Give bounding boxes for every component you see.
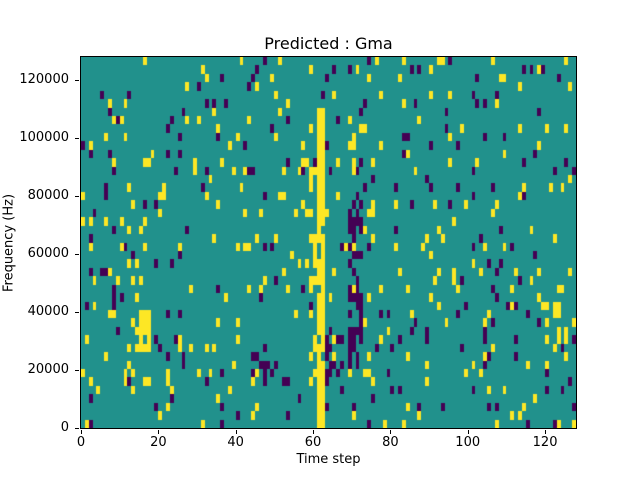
x-tick-mark bbox=[545, 430, 547, 434]
y-tick-label: 80000 bbox=[27, 188, 69, 204]
y-axis-label: Frequency (Hz) bbox=[1, 193, 17, 292]
x-tick-mark bbox=[313, 430, 315, 434]
x-tick-label: 20 bbox=[150, 435, 167, 450]
y-tick-mark bbox=[75, 312, 79, 314]
y-tick-label: 20000 bbox=[27, 362, 69, 378]
y-tick-label: 120000 bbox=[19, 72, 69, 88]
x-tick-mark bbox=[158, 430, 160, 434]
y-tick-label: 60000 bbox=[27, 246, 69, 262]
y-tick-mark bbox=[75, 80, 79, 82]
x-tick-mark bbox=[235, 430, 237, 434]
x-tick-label: 60 bbox=[304, 435, 322, 450]
heatmap-canvas bbox=[81, 57, 576, 428]
x-tick-label: 80 bbox=[382, 435, 399, 450]
y-tick-mark bbox=[75, 138, 79, 140]
x-tick-label: 0 bbox=[76, 435, 86, 450]
chart-title: Predicted : Gma bbox=[264, 34, 393, 53]
y-tick-label: 100000 bbox=[19, 130, 69, 146]
x-tick-label: 40 bbox=[227, 435, 244, 450]
y-tick-mark bbox=[75, 196, 79, 198]
x-axis-label: Time step bbox=[296, 452, 361, 467]
y-tick-label: 40000 bbox=[27, 304, 69, 320]
y-tick-mark bbox=[75, 428, 79, 429]
x-tick-mark bbox=[81, 430, 82, 434]
x-tick-mark bbox=[467, 430, 469, 434]
y-tick-mark bbox=[75, 370, 79, 372]
x-tick-mark bbox=[390, 430, 392, 434]
x-tick-label: 120 bbox=[532, 435, 558, 450]
x-tick-label: 100 bbox=[455, 435, 481, 450]
plot-area bbox=[80, 56, 577, 429]
y-tick-mark bbox=[75, 254, 79, 256]
y-tick-label: 0 bbox=[60, 420, 69, 435]
